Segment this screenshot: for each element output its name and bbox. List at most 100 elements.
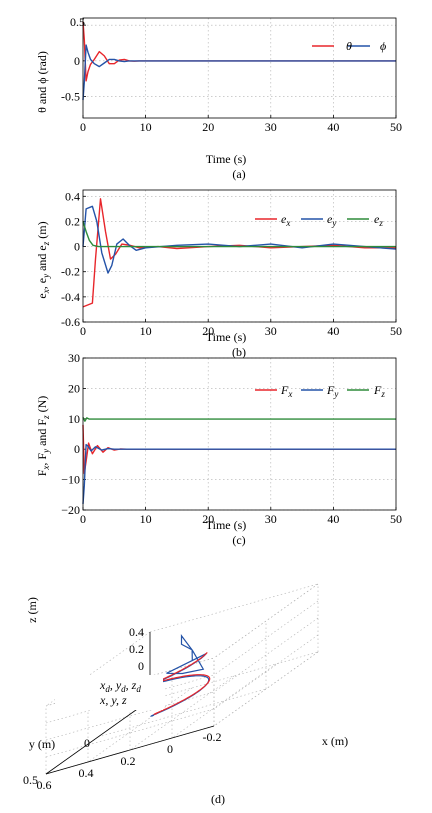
ytick-c-1: 20 <box>68 381 80 395</box>
plot-frame-c <box>82 357 397 511</box>
plot-bg-c <box>83 358 396 510</box>
ytick-c-4: −10 <box>61 473 80 487</box>
xlabel-b: Time (s) <box>206 330 247 344</box>
xtick-a-0: 0 <box>80 120 86 134</box>
xlabel-d: x (m) <box>322 734 348 748</box>
xtick-3d-4: -0.2 <box>203 730 222 744</box>
grid3d-x-floor-3 <box>171 663 277 739</box>
xtick-3d-0: 0.6 <box>37 778 52 792</box>
legend-label-ex: ex​ <box>281 212 290 228</box>
ztick-1: 0.2 <box>129 642 144 656</box>
ylabel-a: θ and ϕ (rad) <box>35 51 49 113</box>
plot-area-a: 0 10 20 30 40 50 0 -0.5 <box>61 17 402 134</box>
xtick-a-5: 50 <box>390 120 402 134</box>
box-top-front <box>149 583 319 633</box>
plot-bg-a <box>83 18 396 118</box>
axis-x-line <box>45 725 215 775</box>
caption-b: (b) <box>232 345 246 359</box>
ytick-b-4: -0.4 <box>61 290 80 304</box>
box-top-left <box>45 631 151 707</box>
xtick-c-0: 0 <box>80 512 86 526</box>
ylabel-d: y (m) <box>29 737 55 751</box>
ytick-b-3: -0.2 <box>61 265 80 279</box>
plot-area-3d: 0.40.20-0.2-0.4-0.500.50.60.40.20-0.2 <box>23 583 319 792</box>
panel-b: 0 10 20 30 40 500.40.20-0.2-0.4-0.6 Time (s) … <box>35 189 402 359</box>
plot-bg-b <box>83 190 396 322</box>
ztick-2: 0 <box>138 659 144 673</box>
plot-area-c: 0 10 20 30 40 50 30 20 10 0 −10 −20 <box>61 351 402 526</box>
ztick-0: 0.4 <box>129 625 144 639</box>
ytick-a-1: 0 <box>74 54 80 68</box>
box-top-right <box>213 583 319 659</box>
legend-label-phi: ϕ <box>380 39 386 53</box>
xtick-c-1: 10 <box>140 512 152 526</box>
ylabel-c: Fx​, Fy​ and Fz​ (N) <box>35 396 51 477</box>
ytick-b-0: 0.4 <box>65 189 80 203</box>
legend-label-fx: Fx​ <box>280 383 292 399</box>
plot-area-b: 0 10 20 30 40 50 0.4 0.2 0 -0.2 -0.4 -0.6 <box>61 189 402 338</box>
ytick-b-1: 0.2 <box>65 214 80 228</box>
legend-box-3d <box>55 675 163 710</box>
axis-y-line <box>45 699 151 775</box>
legend-label-ey: ey​ <box>327 212 336 228</box>
grid3d-z-back1-1 <box>45 674 215 724</box>
line-fy <box>82 443 396 504</box>
xtick-b-1: 10 <box>140 324 152 338</box>
grid3d-z-back2-2 <box>213 617 319 693</box>
xtick-3d-2: 0.2 <box>121 754 136 768</box>
ytick-c-3: 0 <box>74 442 80 456</box>
ylabel-b: ex​, ey​ and ez​ (m) <box>35 221 51 298</box>
ytick-c-2: 10 <box>68 412 80 426</box>
xtick-b-3: 30 <box>265 324 277 338</box>
xlabel-c: Time (s) <box>206 518 247 532</box>
line-ez <box>82 221 396 248</box>
legend-label-fz: Fz​ <box>373 383 385 399</box>
xtick-b-4: 40 <box>327 324 339 338</box>
caption-d: (d) <box>211 792 225 806</box>
panel-a: 0 10 20 30 40 50 0 -0.5 0.5 Time (s) (a) θ and … <box>35 15 402 181</box>
caption-a: (a) <box>232 167 245 181</box>
grid3d-z-back1-3 <box>45 708 215 758</box>
xtick-a-4: 40 <box>327 120 339 134</box>
xtick-b-5: 50 <box>390 324 402 338</box>
plot-frame-b <box>82 189 397 323</box>
xtick-a-3: 30 <box>265 120 277 134</box>
legend-label-ez: ez​ <box>374 212 383 228</box>
legend-label-desired: xd​, yd​, zd​ <box>99 678 141 694</box>
grid3d-x-floor-2 <box>129 675 235 751</box>
ytick-c-5: −20 <box>61 503 80 517</box>
grid3d-x-floor-1 <box>87 687 193 763</box>
line-3d-desired <box>153 651 211 715</box>
line-phi <box>82 44 396 101</box>
plot-frame-a <box>82 17 397 119</box>
xtick-3d-3: 0 <box>167 742 173 756</box>
ytick-3d-2: 0.5 <box>23 773 38 787</box>
ytick-a-2: -0.5 <box>61 90 80 104</box>
ytick-3d-1: 0 <box>84 736 90 750</box>
xtick-a-1: 10 <box>140 120 152 134</box>
legend-label-theta: θ <box>346 39 352 53</box>
caption-c: (c) <box>232 533 245 547</box>
grid3d-z-back2-1 <box>213 600 319 676</box>
zlabel-d: z (m) <box>25 597 39 623</box>
xtick-b-2: 20 <box>202 324 214 338</box>
xtick-c-4: 40 <box>327 512 339 526</box>
grid3d-y-floor-0 <box>149 651 319 701</box>
xtick-c-2: 20 <box>202 512 214 526</box>
legend-label-fy: Fy​ <box>326 383 338 399</box>
xlabel-a: Time (s) <box>206 152 247 166</box>
legend-label-actual: x, y, z <box>99 693 127 707</box>
grid3d-z-back2-3 <box>213 634 319 710</box>
ytick-b-2: 0 <box>74 240 80 254</box>
ytick-b-5: -0.6 <box>61 315 80 329</box>
panel-d: 0.40.20-0.2-0.4-0.500.50.60.40.20-0.2 z … <box>23 583 348 806</box>
grid3d-z-back2-4 <box>213 651 319 727</box>
line-fz <box>82 416 396 422</box>
xtick-c-3: 30 <box>265 512 277 526</box>
grid3d-y-floor-1 <box>97 688 267 738</box>
xtick-a-2: 20 <box>202 120 214 134</box>
xtick-3d-1: 0.4 <box>79 766 94 780</box>
ytick-a-0: 0.5 <box>70 15 85 29</box>
xtick-c-5: 50 <box>390 512 402 526</box>
